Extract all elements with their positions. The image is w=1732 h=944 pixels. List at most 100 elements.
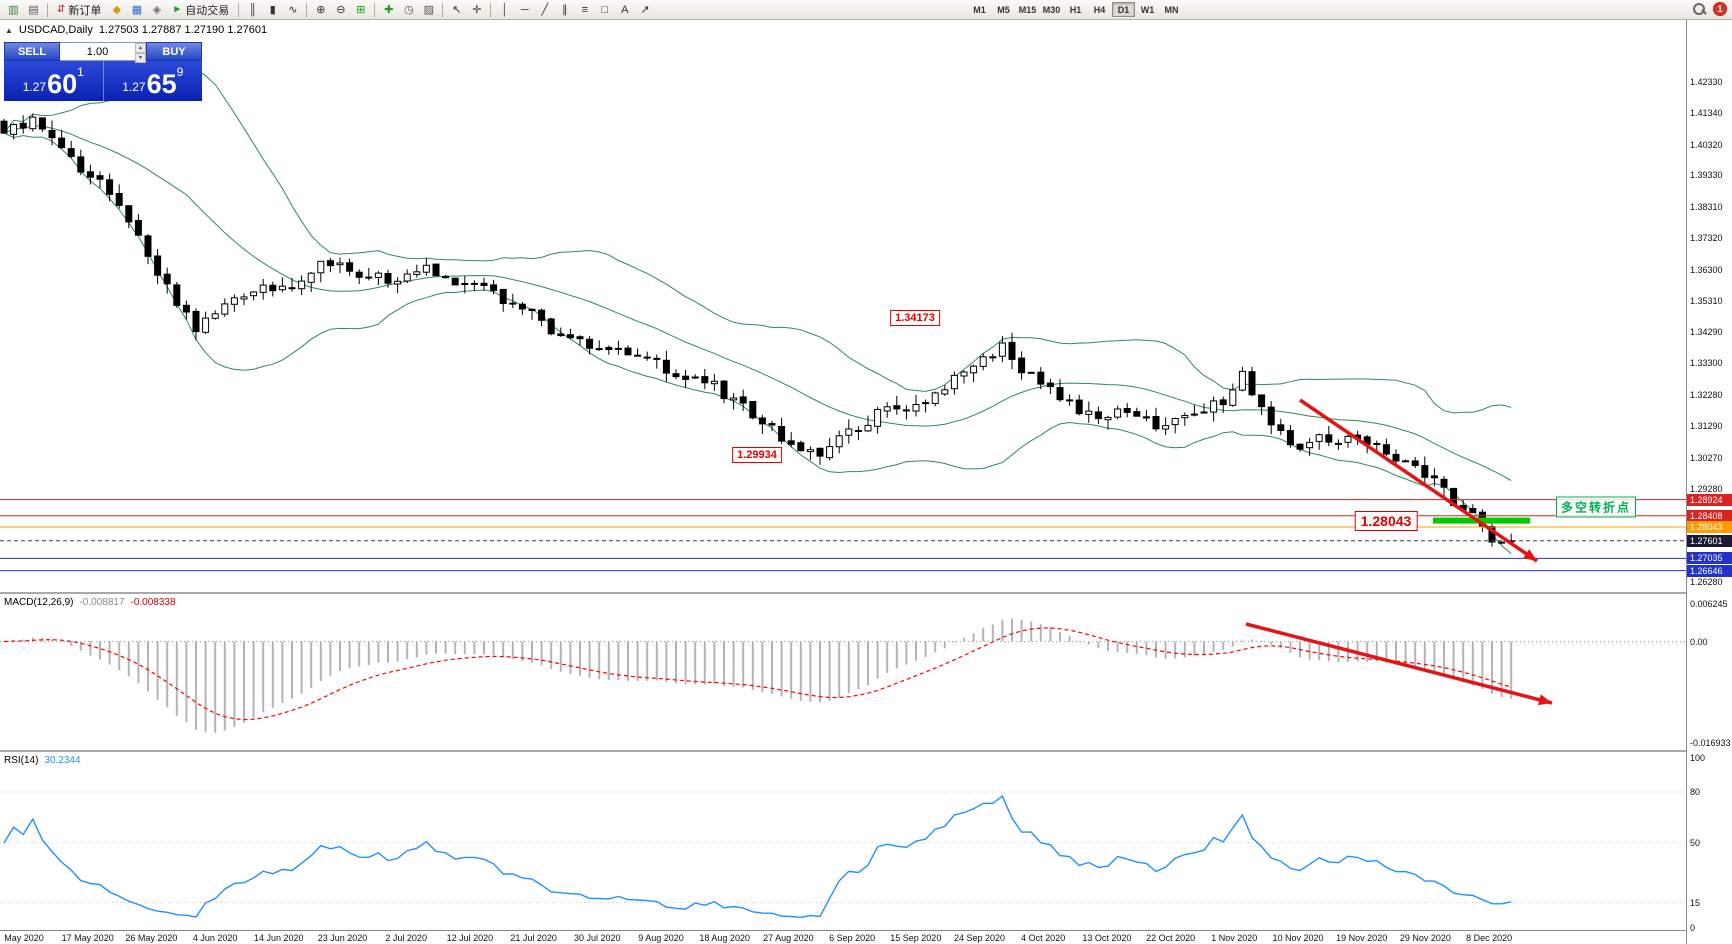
cursor-icon[interactable]: ↖	[452, 4, 462, 16]
toolbar-right-group: 1	[1692, 2, 1727, 16]
timeframe-m30[interactable]: M30	[1042, 5, 1061, 15]
turning-point-label: 多空转折点	[1555, 496, 1637, 518]
line-chart-icon[interactable]: ∿	[288, 4, 298, 16]
date-label: 23 Jun 2020	[317, 933, 368, 943]
one-click-top-row: SELL 1.00 ▲ ▼ BUY	[4, 42, 202, 63]
date-label: 2 Jul 2020	[385, 933, 427, 943]
crosshair-icon[interactable]: ✛	[472, 4, 482, 16]
timeframe-h4[interactable]: H4	[1093, 5, 1106, 15]
bar-chart-icon[interactable]: ║	[248, 3, 257, 16]
date-label: 22 Oct 2020	[1146, 933, 1196, 943]
templates-icon[interactable]: ▨	[423, 4, 434, 16]
timeframe-mn[interactable]: MN	[1164, 5, 1179, 15]
arrow-tool-icon[interactable]: ↗	[640, 4, 650, 16]
date-label: 18 Aug 2020	[699, 933, 750, 943]
date-label: 27 Aug 2020	[763, 933, 814, 943]
one-click-trading-panel: SELL 1.00 ▲ ▼ BUY 1.27 60 1 1.27 65 9	[4, 42, 202, 101]
timeframe-w1[interactable]: W1	[1140, 5, 1155, 15]
macd-canvas[interactable]	[0, 594, 1686, 750]
horizontal-line-icon[interactable]: ─	[520, 3, 529, 16]
tile-windows-icon[interactable]: ⊞	[356, 4, 366, 16]
periods-icon[interactable]: ◷	[403, 4, 414, 16]
market-watch-icon[interactable]: ◆	[112, 4, 122, 16]
price-label: 1.37320	[1690, 233, 1723, 244]
lot-decrease-icon[interactable]: ▼	[135, 53, 146, 63]
indicators-icon[interactable]: ✚	[384, 4, 394, 16]
timeframe-m5[interactable]: M5	[997, 5, 1010, 15]
channel-icon[interactable]: ∥	[562, 4, 568, 16]
date-axis[interactable]: May 2020 17 May 2020 26 May 2020 4 Jun 2020…	[0, 930, 1686, 944]
ohlc-label: 1.27503 1.27887 1.27190 1.27601	[98, 24, 268, 36]
price-label: 1.41340	[1690, 107, 1723, 118]
sell-button[interactable]: SELL	[4, 42, 60, 61]
price-label: 0.006245	[1690, 599, 1728, 610]
panel-separator[interactable]	[0, 592, 1732, 594]
zoom-out-icon[interactable]: ⊖	[336, 4, 346, 16]
sell-price-big: 60	[47, 69, 78, 99]
data-window-icon[interactable]: ▦	[131, 4, 143, 16]
price-label: 1.34290	[1690, 327, 1723, 338]
timeframe-h1[interactable]: H1	[1069, 5, 1082, 15]
shapes-icon[interactable]: □	[601, 3, 609, 16]
autotrading-play-icon: ►	[172, 4, 183, 15]
toolbar: ▥ ▤ ⇵ 新订单 ◆ ▦ ◈ ► 自动交易 ║ ▮ ∿ ⊕ ⊖ ⊞ ✚ ◷ ▨ ↖ ✛ │ ─ ╱ ∥ ≡ □ A ↗ M1 M5 M1…	[0, 0, 1732, 20]
price-label: 1.29280	[1690, 483, 1723, 494]
price-label: -0.016933	[1690, 738, 1731, 749]
sell-price[interactable]: 1.27 60 1	[4, 61, 103, 101]
date-label: 9 Aug 2020	[638, 933, 684, 943]
vertical-line-icon[interactable]: │	[501, 3, 509, 16]
macd-panel[interactable]: MACD(12,26,9) -0.008817 -0.008338	[0, 594, 1686, 750]
price-badge: 1.26646	[1687, 564, 1732, 577]
autotrading-button-label: 自动交易	[185, 4, 230, 17]
date-label: 8 Dec 2020	[1466, 933, 1513, 943]
new-chart-icon[interactable]: ▥	[8, 4, 19, 16]
date-label: May 2020	[4, 933, 44, 943]
notification-badge[interactable]: 1	[1713, 2, 1727, 16]
rsi-canvas[interactable]	[0, 752, 1686, 930]
buy-price-sup: 9	[176, 65, 184, 79]
price-label: 1.36300	[1690, 264, 1723, 275]
main-chart-canvas[interactable]	[0, 20, 1686, 592]
zoom-in-icon[interactable]: ⊕	[316, 4, 326, 16]
timeframe-group: M1 M5 M15 M30 H1 H4 D1 W1 MN	[968, 2, 1183, 17]
rsi-panel[interactable]: RSI(14) 30.2344	[0, 752, 1686, 930]
one-click-collapse-icon[interactable]: ▲	[5, 25, 13, 35]
rsi-value: 30.2344	[44, 755, 81, 766]
chart-title: ▲ USDCAD,Daily 1.27503 1.27887 1.27190 1…	[5, 24, 267, 36]
date-label: 24 Sep 2020	[953, 933, 1006, 943]
search-icon[interactable]	[1692, 2, 1706, 16]
timeframe-m15[interactable]: M15	[1018, 5, 1037, 15]
toolbar-separator	[306, 2, 308, 17]
lot-size-field[interactable]: 1.00 ▲ ▼	[60, 42, 146, 63]
date-label: 12 Jul 2020	[446, 933, 494, 943]
rsi-name: RSI(14)	[4, 755, 39, 766]
lot-increase-icon[interactable]: ▲	[135, 43, 146, 53]
panel-separator[interactable]	[0, 750, 1732, 752]
price-label: 1.40320	[1690, 139, 1723, 150]
timeframe-d1[interactable]: D1	[1112, 2, 1135, 17]
one-click-divider	[102, 61, 104, 101]
buy-button[interactable]: BUY	[146, 42, 202, 61]
price-badge: 1.27601	[1687, 534, 1732, 547]
autotrading-button[interactable]: ► 自动交易	[167, 1, 234, 18]
fibonacci-icon[interactable]: ≡	[581, 3, 588, 16]
price-badge: 1.28924	[1687, 493, 1732, 506]
macd-label: MACD(12,26,9) -0.008817 -0.008338	[4, 597, 176, 608]
price-label: 1.35310	[1690, 295, 1723, 306]
price-axis[interactable]: 1.42330 1.41340 1.40320 1.39330 1.38310 1.373…	[1686, 20, 1732, 944]
candlestick-chart-icon[interactable]: ▮	[269, 4, 276, 16]
text-icon[interactable]: A	[621, 3, 629, 16]
main-chart-panel[interactable]: ▲ USDCAD,Daily 1.27503 1.27887 1.27190 1…	[0, 20, 1686, 592]
navigator-icon[interactable]: ◈	[152, 4, 162, 16]
price-label: 1.33300	[1690, 358, 1723, 369]
date-label: 13 Oct 2020	[1082, 933, 1132, 943]
price-label: 0	[1690, 923, 1696, 933]
trendline-icon[interactable]: ╱	[541, 4, 549, 16]
buy-price[interactable]: 1.27 65 9	[104, 61, 203, 101]
toolbar-separator	[374, 2, 376, 17]
profiles-icon[interactable]: ▤	[28, 4, 39, 16]
lot-value[interactable]: 1.00	[86, 45, 109, 58]
buy-price-big: 65	[146, 69, 177, 99]
timeframe-m1[interactable]: M1	[973, 5, 986, 15]
new-order-button[interactable]: ⇵ 新订单	[52, 1, 106, 18]
